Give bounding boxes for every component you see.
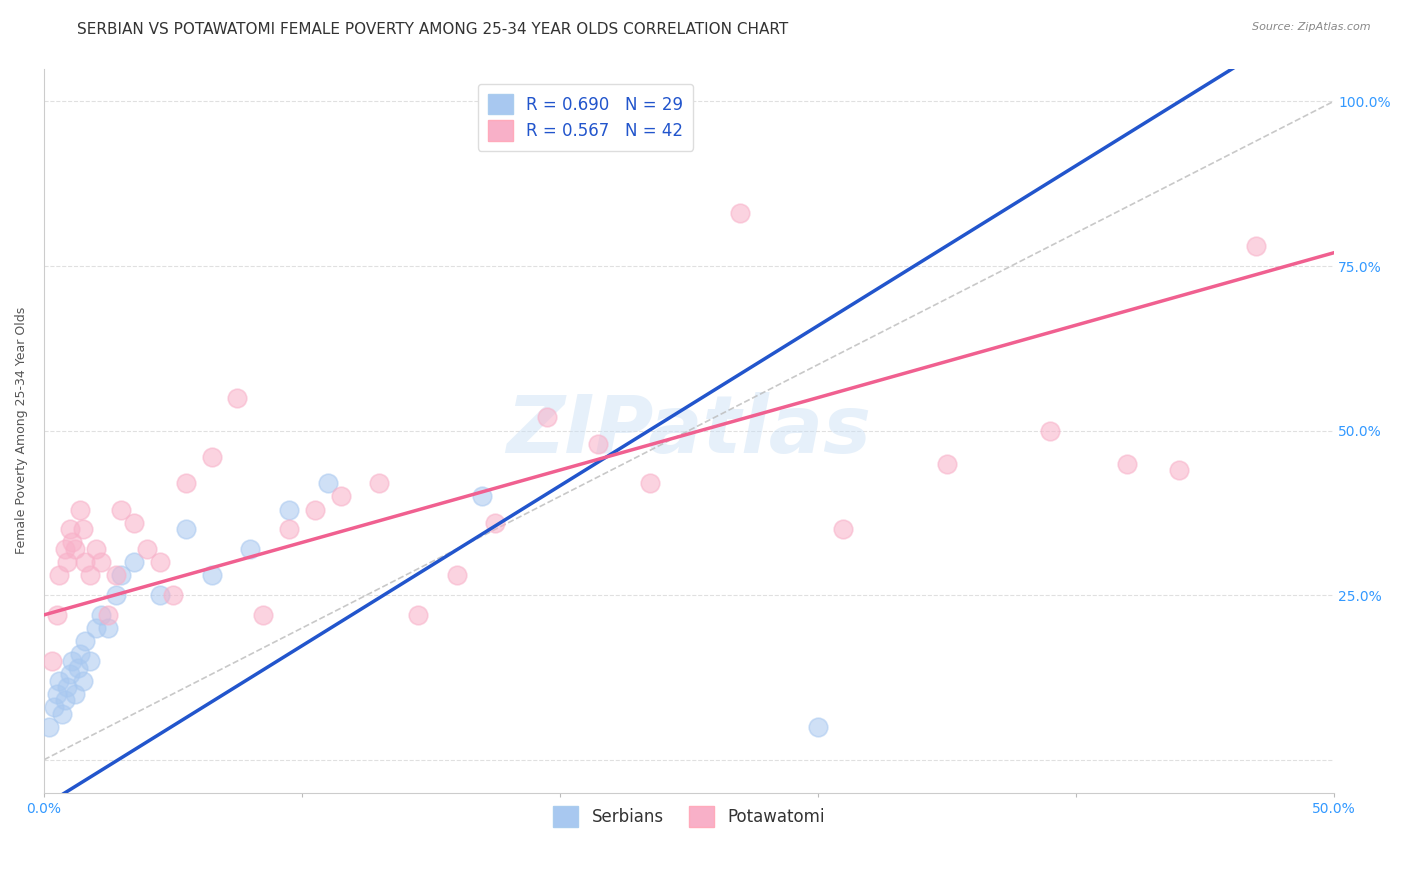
Point xyxy=(53,542,76,557)
Y-axis label: Female Poverty Among 25-34 Year Olds: Female Poverty Among 25-34 Year Olds xyxy=(15,307,28,554)
Point xyxy=(1244,239,1267,253)
Point xyxy=(368,476,391,491)
Text: ZIPatlas: ZIPatlas xyxy=(506,392,872,469)
Point xyxy=(75,634,97,648)
Point xyxy=(226,391,249,405)
Point xyxy=(807,720,830,734)
Point xyxy=(60,535,83,549)
Point xyxy=(201,450,224,464)
Point xyxy=(174,522,197,536)
Point xyxy=(84,542,107,557)
Point xyxy=(51,706,73,721)
Point xyxy=(278,522,301,536)
Point xyxy=(45,607,67,622)
Point xyxy=(56,681,79,695)
Point xyxy=(45,687,67,701)
Point xyxy=(471,490,494,504)
Point xyxy=(278,502,301,516)
Point xyxy=(60,654,83,668)
Point xyxy=(1167,463,1189,477)
Point xyxy=(406,607,429,622)
Point xyxy=(304,502,326,516)
Point xyxy=(1039,424,1062,438)
Point xyxy=(97,607,120,622)
Point xyxy=(105,588,128,602)
Point xyxy=(63,542,86,557)
Point xyxy=(48,568,70,582)
Point xyxy=(110,502,132,516)
Point xyxy=(75,555,97,569)
Point xyxy=(69,502,91,516)
Point xyxy=(484,516,506,530)
Point xyxy=(53,693,76,707)
Point xyxy=(72,522,94,536)
Point xyxy=(72,673,94,688)
Point xyxy=(252,607,274,622)
Point xyxy=(149,555,172,569)
Point xyxy=(79,654,101,668)
Point xyxy=(329,490,352,504)
Point xyxy=(588,436,610,450)
Point xyxy=(44,700,66,714)
Point xyxy=(59,522,82,536)
Point xyxy=(79,568,101,582)
Point xyxy=(446,568,468,582)
Point xyxy=(56,555,79,569)
Point xyxy=(149,588,172,602)
Point xyxy=(832,522,855,536)
Point xyxy=(90,607,112,622)
Point xyxy=(162,588,184,602)
Point xyxy=(536,410,558,425)
Point xyxy=(174,476,197,491)
Legend: Serbians, Potawatomi: Serbians, Potawatomi xyxy=(544,798,832,835)
Point xyxy=(66,660,89,674)
Point xyxy=(38,720,60,734)
Text: Source: ZipAtlas.com: Source: ZipAtlas.com xyxy=(1253,22,1371,32)
Point xyxy=(110,568,132,582)
Point xyxy=(59,667,82,681)
Point xyxy=(136,542,159,557)
Point xyxy=(730,206,752,220)
Point xyxy=(638,476,661,491)
Point xyxy=(105,568,128,582)
Point xyxy=(97,621,120,635)
Point xyxy=(69,648,91,662)
Text: SERBIAN VS POTAWATOMI FEMALE POVERTY AMONG 25-34 YEAR OLDS CORRELATION CHART: SERBIAN VS POTAWATOMI FEMALE POVERTY AMO… xyxy=(77,22,789,37)
Point xyxy=(84,621,107,635)
Point xyxy=(935,457,957,471)
Point xyxy=(63,687,86,701)
Point xyxy=(48,673,70,688)
Point xyxy=(239,542,262,557)
Point xyxy=(316,476,339,491)
Point xyxy=(41,654,63,668)
Point xyxy=(201,568,224,582)
Point xyxy=(90,555,112,569)
Point xyxy=(122,555,145,569)
Point xyxy=(122,516,145,530)
Point xyxy=(1116,457,1139,471)
